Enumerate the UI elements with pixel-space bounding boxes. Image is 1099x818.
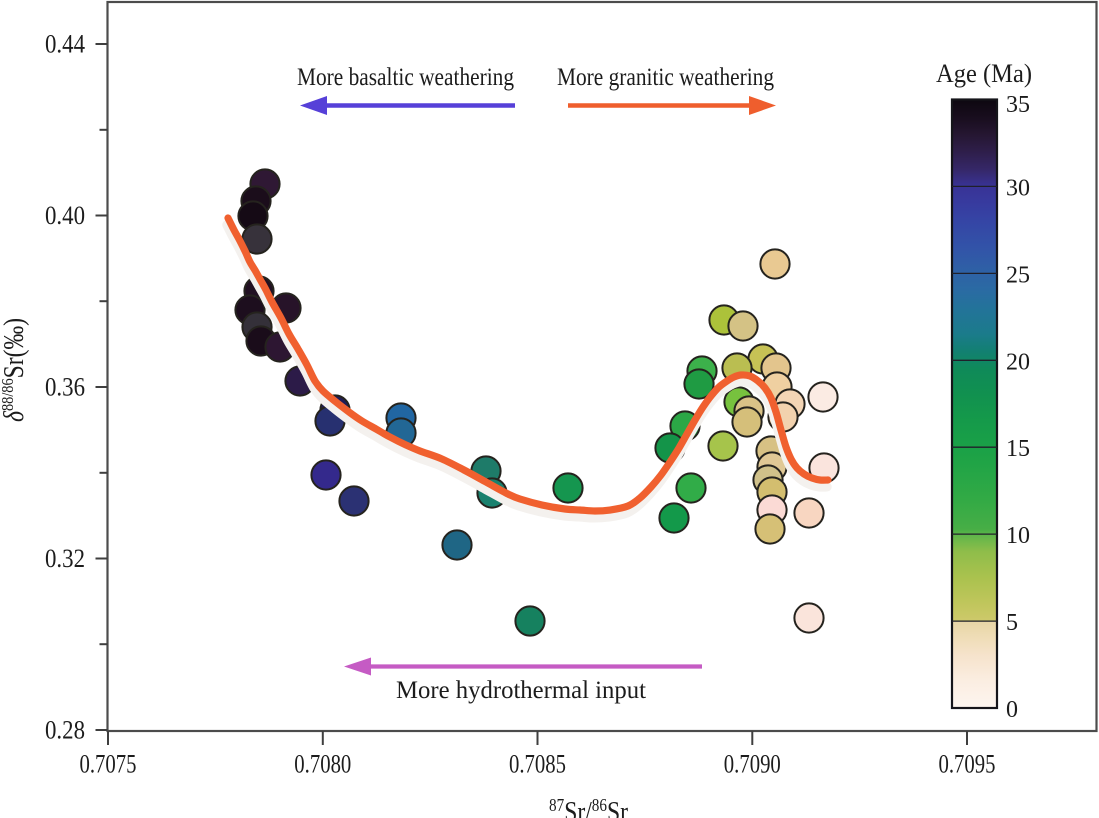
svg-text:25: 25 <box>1006 262 1030 288</box>
svg-text:0: 0 <box>1006 697 1018 723</box>
svg-text:δ88/86Sr(‰): δ88/86Sr(‰) <box>0 318 30 422</box>
svg-text:15: 15 <box>1006 436 1030 462</box>
svg-text:0.7090: 0.7090 <box>724 750 781 779</box>
svg-text:0.7075: 0.7075 <box>80 750 137 779</box>
svg-text:35: 35 <box>1006 92 1030 118</box>
svg-text:More basaltic weathering: More basaltic weathering <box>297 64 514 91</box>
svg-text:5: 5 <box>1006 610 1018 636</box>
svg-text:10: 10 <box>1006 523 1030 549</box>
svg-text:Age (Ma): Age (Ma) <box>936 59 1032 88</box>
svg-text:87Sr/86Sr: 87Sr/86Sr <box>549 795 629 818</box>
svg-text:0.44: 0.44 <box>45 30 85 59</box>
svg-text:20: 20 <box>1006 349 1030 375</box>
svg-text:0.7095: 0.7095 <box>939 750 996 779</box>
svg-text:0.36: 0.36 <box>45 373 85 402</box>
svg-text:0.7080: 0.7080 <box>294 750 351 779</box>
svg-text:0.7085: 0.7085 <box>509 750 566 779</box>
svg-text:0.32: 0.32 <box>45 544 85 573</box>
svg-text:0.40: 0.40 <box>45 201 85 230</box>
svg-text:More hydrothermal input: More hydrothermal input <box>396 677 646 704</box>
svg-text:0.28: 0.28 <box>45 716 85 745</box>
svg-text:More granitic weathering: More granitic weathering <box>557 64 774 91</box>
svg-text:30: 30 <box>1006 175 1030 201</box>
